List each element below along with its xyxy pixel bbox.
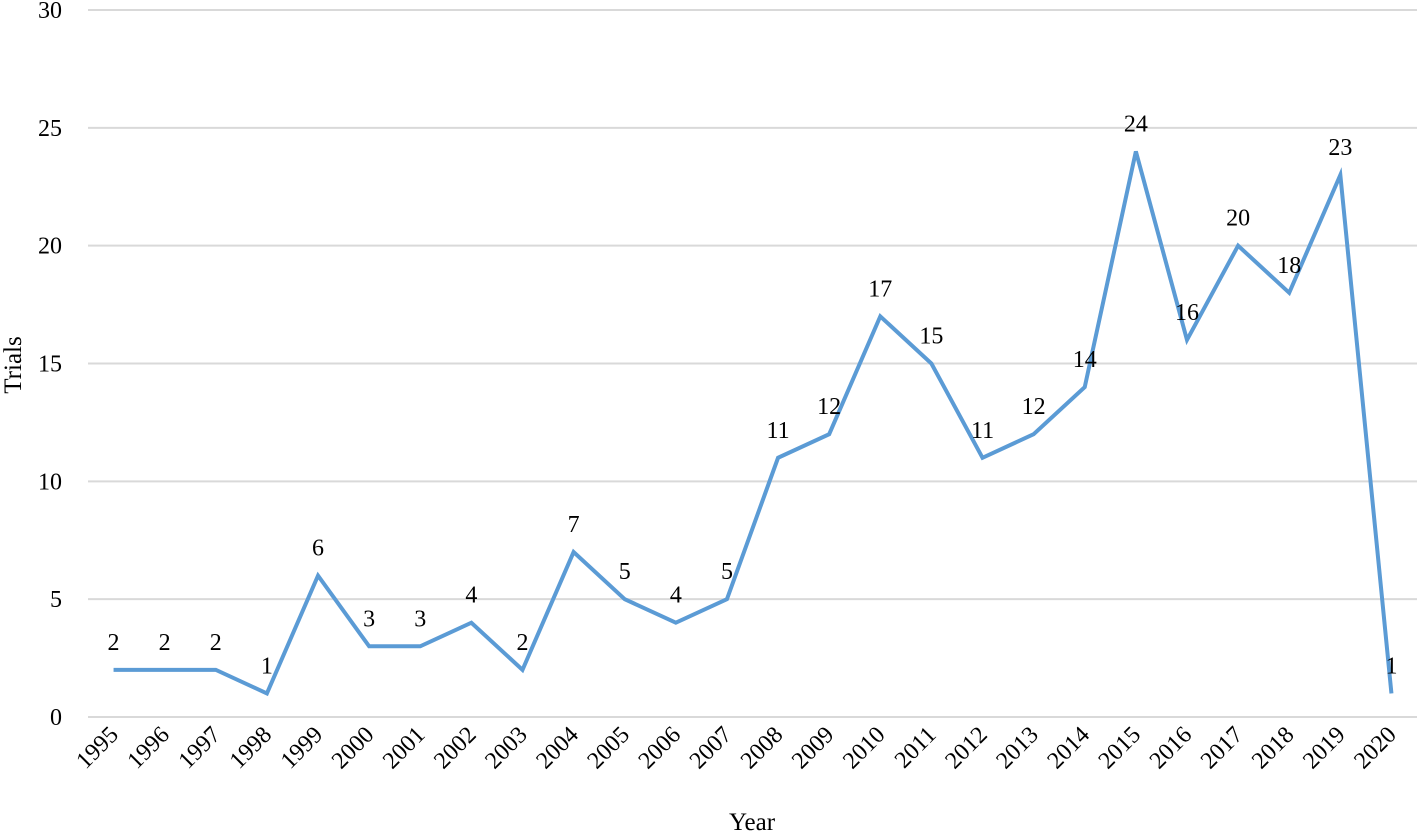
y-tick-label: 20 xyxy=(38,234,62,260)
x-tick-label: 2006 xyxy=(634,722,686,774)
data-label: 5 xyxy=(721,559,733,585)
x-tick-label: 1997 xyxy=(174,722,226,774)
x-tick-label: 2016 xyxy=(1145,722,1197,774)
x-axis-ticks: 1995199619971998199920002001200220032004… xyxy=(71,722,1401,774)
data-label: 15 xyxy=(919,324,943,350)
data-label: 23 xyxy=(1328,135,1352,161)
data-label: 12 xyxy=(817,394,841,420)
x-tick-label: 2007 xyxy=(685,722,737,774)
x-axis-title: Year xyxy=(729,809,776,833)
y-tick-label: 15 xyxy=(38,352,62,378)
x-tick-label: 2018 xyxy=(1247,722,1299,774)
series-layer xyxy=(113,150,1394,697)
x-tick-label: 2002 xyxy=(429,722,481,774)
data-label: 11 xyxy=(971,418,994,444)
data-label: 6 xyxy=(312,536,324,562)
data-label: 1 xyxy=(1385,653,1397,679)
y-tick-label: 30 xyxy=(38,0,62,24)
x-tick-label: 2005 xyxy=(583,722,635,774)
y-axis-ticks: 0 5 10 15 20 25 30 xyxy=(38,0,62,731)
x-tick-label: 2000 xyxy=(327,722,379,774)
data-label: 5 xyxy=(619,559,631,585)
data-label: 3 xyxy=(363,606,375,632)
y-tick-label: 0 xyxy=(50,705,62,731)
data-label: 14 xyxy=(1073,347,1097,373)
x-tick-label: 1999 xyxy=(276,722,328,774)
x-tick-label: 2008 xyxy=(736,722,788,774)
x-tick-label: 2004 xyxy=(532,722,584,774)
data-label: 2 xyxy=(516,630,528,656)
y-tick-label: 5 xyxy=(50,587,62,613)
data-label: 2 xyxy=(159,630,171,656)
x-tick-label: 2003 xyxy=(480,722,532,774)
y-tick-label: 10 xyxy=(38,469,62,495)
x-tick-label: 1998 xyxy=(225,722,277,774)
x-tick-label: 2014 xyxy=(1043,722,1095,774)
data-label: 1 xyxy=(261,653,273,679)
data-label: 2 xyxy=(108,630,120,656)
data-label: 20 xyxy=(1226,206,1250,232)
x-tick-label: 2010 xyxy=(838,722,890,774)
x-tick-label: 1996 xyxy=(123,722,175,774)
x-tick-label: 2009 xyxy=(787,722,839,774)
y-axis-title: Trials xyxy=(0,336,27,393)
x-tick-label: 2012 xyxy=(940,722,992,774)
data-label: 24 xyxy=(1124,111,1148,137)
data-label: 11 xyxy=(767,418,790,444)
data-label: 7 xyxy=(568,512,580,538)
gridlines xyxy=(88,9,1417,718)
data-label: 17 xyxy=(868,276,892,302)
x-tick-label: 2020 xyxy=(1349,722,1401,774)
data-label: 18 xyxy=(1277,253,1301,279)
x-tick-label: 2015 xyxy=(1094,722,1146,774)
x-tick-label: 2013 xyxy=(992,722,1044,774)
data-label: 2 xyxy=(210,630,222,656)
data-label: 16 xyxy=(1175,300,1199,326)
x-tick-label: 2001 xyxy=(378,722,430,774)
data-label: 3 xyxy=(414,606,426,632)
x-tick-label: 2019 xyxy=(1298,722,1350,774)
series-line xyxy=(113,150,1394,697)
data-label: 4 xyxy=(670,583,682,609)
x-tick-label: 1995 xyxy=(71,722,123,774)
y-tick-label: 25 xyxy=(38,116,62,142)
x-tick-label: 2011 xyxy=(890,722,942,774)
data-label: 4 xyxy=(465,583,477,609)
x-tick-label: 2017 xyxy=(1196,722,1248,774)
data-label: 12 xyxy=(1022,394,1046,420)
